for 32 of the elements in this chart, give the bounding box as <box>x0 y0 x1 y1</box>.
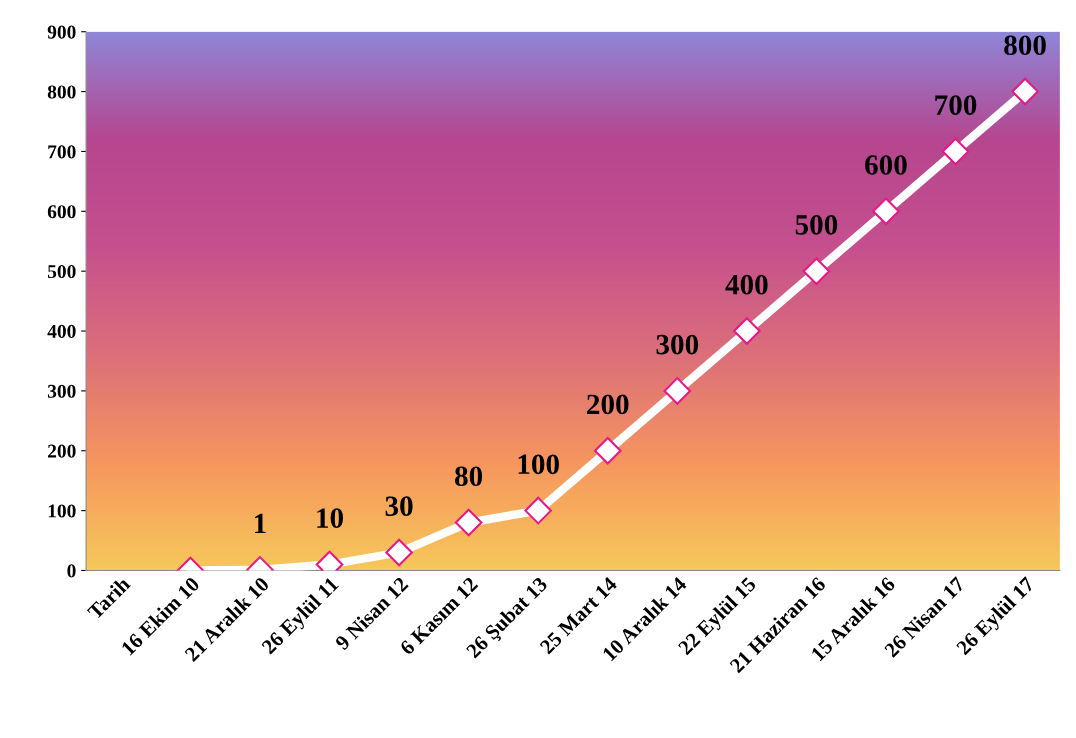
point <box>524 496 552 525</box>
data-label: 300 <box>656 334 699 355</box>
y-tick-label: 0 <box>67 564 76 578</box>
point <box>663 377 692 405</box>
data-label: 800 <box>1004 35 1046 56</box>
y-tick-label: 200 <box>48 444 76 458</box>
point <box>941 137 970 166</box>
data-label: 600 <box>865 155 907 175</box>
point <box>733 317 761 345</box>
data-label: 1 <box>255 513 266 534</box>
y-tick-label: 400 <box>47 324 76 338</box>
point <box>385 538 413 567</box>
point <box>593 436 622 465</box>
y-tick-label: 600 <box>47 205 76 219</box>
data-label: 10 <box>317 508 343 529</box>
data-label: 100 <box>518 454 559 475</box>
data-label: 30 <box>385 496 413 517</box>
data-label: 400 <box>725 274 768 295</box>
point <box>802 257 831 285</box>
y-tick-label: 100 <box>48 504 76 518</box>
y-tick-label: 900 <box>47 25 76 39</box>
point <box>872 197 900 226</box>
y-tick-label: 700 <box>48 145 76 159</box>
point <box>454 508 483 537</box>
y-tick-label: 300 <box>47 384 76 398</box>
point <box>1011 77 1039 106</box>
y-tick-label: 500 <box>47 264 76 279</box>
data-label: 80 <box>455 466 483 487</box>
data-label: 700 <box>935 95 977 115</box>
data-label: 200 <box>587 394 629 415</box>
y-tick-label: 800 <box>47 85 76 99</box>
data-label: 500 <box>795 215 838 235</box>
